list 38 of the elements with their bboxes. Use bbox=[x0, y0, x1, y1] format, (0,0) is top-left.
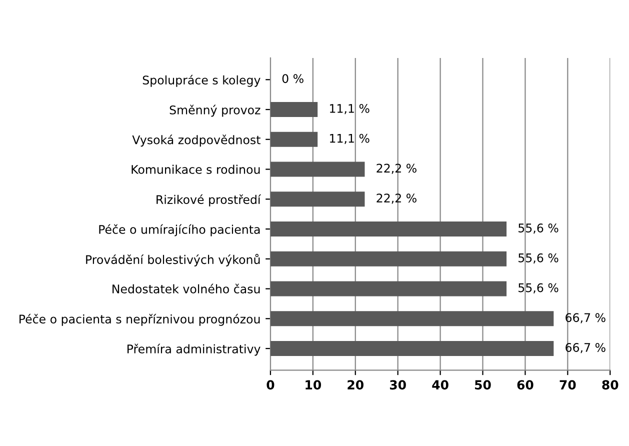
x-tick-label: 70 bbox=[560, 380, 576, 390]
data-label: 55,6 % bbox=[518, 253, 558, 264]
bar bbox=[270, 192, 365, 207]
y-tick-label: Rizikové prostředí bbox=[156, 194, 262, 206]
data-label: 22,2 % bbox=[376, 164, 416, 174]
data-label: 66,7 % bbox=[566, 313, 606, 324]
y-tick-label: Péče o umírajícího pacienta bbox=[99, 224, 260, 236]
bar bbox=[270, 102, 318, 117]
bar bbox=[270, 162, 365, 177]
x-tick-label: 20 bbox=[348, 380, 364, 390]
x-tick-label: 10 bbox=[306, 380, 322, 390]
bar bbox=[270, 341, 554, 356]
y-tick-label: Provádění bolestivých výkonů bbox=[86, 254, 260, 266]
bar bbox=[270, 132, 318, 147]
bar bbox=[270, 222, 507, 236]
x-tick-label: 60 bbox=[517, 380, 534, 390]
y-tick-label: Komunikace s rodinou bbox=[132, 164, 260, 174]
bar bbox=[270, 281, 507, 296]
y-tick-label: Vysoká zodpovědnost bbox=[132, 134, 260, 147]
data-label: 55,6 % bbox=[518, 224, 558, 234]
data-label: 11,1 % bbox=[330, 134, 370, 144]
data-label: 0 % bbox=[282, 74, 304, 84]
data-label: 55,6 % bbox=[518, 283, 558, 294]
y-tick-label: Spolupráce s kolegy bbox=[142, 74, 260, 87]
data-label: 22,2 % bbox=[376, 194, 416, 204]
bar bbox=[270, 251, 507, 266]
x-tick-label: 40 bbox=[432, 380, 448, 390]
y-tick-label: Směnný provoz bbox=[170, 104, 260, 117]
data-label: 66,7 % bbox=[566, 343, 606, 354]
y-tick-label: Péče o pacienta s nepříznivou prognózou bbox=[20, 314, 260, 326]
bar bbox=[270, 311, 554, 326]
x-tick-label: 80 bbox=[602, 380, 618, 390]
x-tick-label: 30 bbox=[390, 380, 406, 390]
x-tick-label: 50 bbox=[475, 380, 491, 390]
y-tick-label: Nedostatek volného času bbox=[112, 284, 260, 294]
x-tick-label: 0 bbox=[266, 380, 274, 390]
data-label: 11,1 % bbox=[330, 104, 370, 114]
y-tick-label: Přemíra administrativy bbox=[128, 344, 260, 356]
